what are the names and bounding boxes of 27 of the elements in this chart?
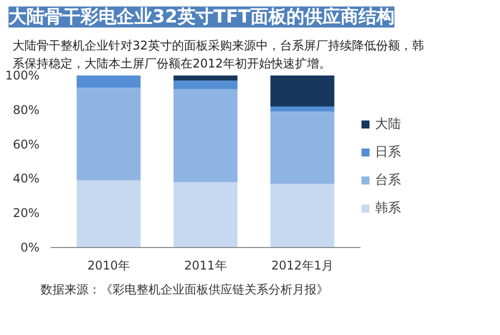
source-note: 数据来源：《彩电整机企业面板供应链关系分析月报》 [40, 282, 328, 296]
bar [174, 76, 238, 81]
bar [174, 89, 238, 182]
y-tick-label: 40% [12, 172, 40, 186]
bar [76, 88, 141, 180]
x-tick-label: 2012年1月 [271, 258, 334, 272]
chart-subtitle: 大陆骨干整机企业针对32英寸的面板采购来源中，台系屏厂持续降低份额，韩系保持稳定，大陆本土屏厂份额在2012年初开始快速扩增。 [12, 38, 424, 70]
legend-label: 日系 [375, 144, 401, 161]
bar [270, 106, 334, 112]
chart-title: 大陆骨干彩电企业32英寸TFT面板的供应商结构 [8, 6, 394, 28]
y-tick-label: 80% [12, 102, 40, 117]
x-tick-label: 2011年 [184, 258, 227, 272]
legend-label: 韩系 [375, 200, 401, 217]
bar [270, 76, 334, 106]
y-tick-label: 20% [12, 206, 40, 220]
y-tick-label: 100% [5, 68, 40, 82]
bar [270, 184, 334, 248]
bar [76, 180, 141, 248]
y-tick-label: 60% [12, 137, 40, 152]
legend-label: 大陆 [375, 116, 401, 133]
legend-label: 台系 [375, 172, 401, 189]
y-tick-label: 0% [20, 240, 40, 254]
bar [270, 112, 334, 184]
bar [76, 76, 141, 88]
bar [174, 80, 238, 90]
bar [174, 182, 238, 248]
x-tick-label: 2010年 [87, 258, 130, 272]
